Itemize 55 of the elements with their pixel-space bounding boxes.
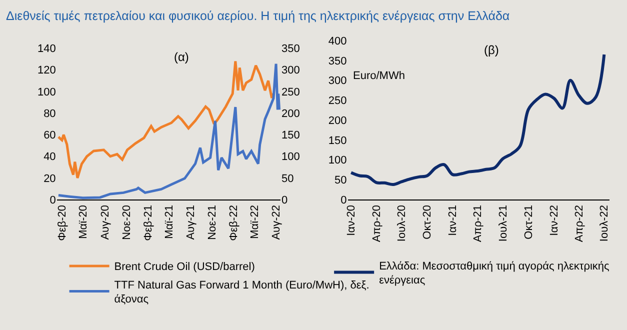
legend-label: Brent Crude Oil (USD/barrel) [114,261,255,274]
chart-title: (β) [484,43,499,57]
y-tick-label: 350 [328,55,347,68]
y-tick-label: 40 [44,151,56,164]
y2-tick-label: 350 [281,43,300,56]
y2-tick-label: 0 [281,194,288,206]
y-tick-label: 100 [328,154,347,167]
y2-tick-label: 150 [281,130,300,142]
y-tick-label: 300 [328,75,347,88]
y2-tick-label: 50 [281,172,294,185]
y-tick-label: 0 [340,194,347,206]
x-tick-label: Αυγ-21 [184,205,197,240]
x-tick-label: Φεβ-20 [56,205,69,241]
x-tick-label: Ιουλ-22 [598,205,611,242]
x-tick-label: Φεβ-21 [142,205,154,241]
x-tick-label: Νοε-20 [120,205,133,240]
y-tick-label: 80 [44,108,56,120]
x-tick-label: Ιουλ-21 [497,205,510,242]
y-tick-label: 50 [334,174,347,187]
x-tick-label: Οκτ-20 [422,205,434,240]
x-tick-label: Ιουλ-20 [396,205,408,242]
y2-tick-label: 100 [281,151,300,164]
y-tick-label: 120 [37,64,56,77]
y-tick-label: 20 [44,172,56,185]
x-tick-label: Φεβ-22 [228,205,240,241]
chart-title: (α) [174,50,189,64]
y-tick-label: 250 [328,95,347,108]
text: Διεθνείς τιμές πετρελαίου και φυσικού αερίου. Η τιμή της ηλεκτρικής ενέργειας στην Ελλάδα [6,9,510,23]
y-axis-title: Euro/MWh [353,70,405,82]
y-tick-label: 60 [44,130,56,142]
y-tick-label: 140 [37,43,56,56]
y-tick-label: 400 [328,35,347,48]
x-tick-label: Απρ-22 [573,205,586,242]
x-tick-label: Αυγ-22 [270,205,283,240]
x-tick-label: Ιαν-21 [447,205,460,236]
line-series [57,62,280,200]
x-tick-label: Μαϊ-22 [249,205,262,239]
x-tick-label: Ιαν-22 [548,205,560,236]
legend-label: Ελλάδα: Μεσοσταθμική τιμή αγοράς ηλεκτρικής ενέργειας [379,260,610,287]
x-tick-label: Απρ-21 [472,205,484,242]
y-tick-label: 0 [50,194,56,206]
x-tick-label: Ιαν-20 [346,205,358,236]
x-tick-label: Μαϊ-20 [78,205,90,239]
y-tick-label: 150 [328,134,347,147]
x-tick-label: Αυγ-20 [99,205,112,240]
y2-tick-label: 300 [281,64,300,77]
x-tick-label: Απρ-20 [370,205,383,242]
y2-tick-label: 250 [281,86,300,98]
legend-label: TTF Natural Gas Forward 1 Month (Euro/MwH), δεξ. άξονας [114,279,370,306]
x-tick-label: Νοε-21 [206,205,219,240]
y2-tick-label: 200 [281,108,300,120]
x-tick-label: Οκτ-21 [522,205,535,240]
y-tick-label: 200 [328,114,347,127]
y-tick-label: 100 [37,86,56,98]
x-tick-label: Μαϊ-21 [163,205,176,239]
